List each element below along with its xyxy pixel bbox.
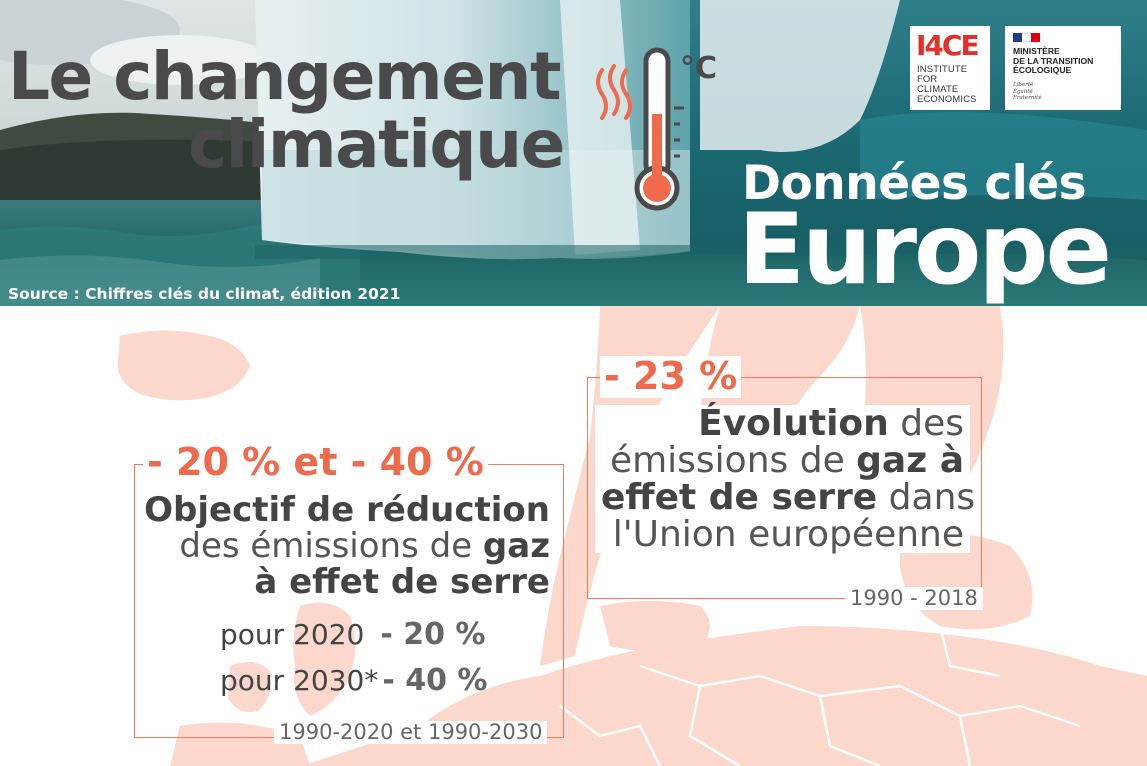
row-2020-label: pour 2020 [220, 618, 365, 651]
objectif-line-2: des émissions de [179, 526, 483, 566]
evolution-text-2: émissions de [609, 440, 857, 481]
ministry-logo: MINISTÈRE DE LA TRANSITION ÉCOLOGIQUE Li… [1005, 26, 1121, 110]
evolution-period: 1990 - 2018 [845, 586, 983, 611]
i4ce-line-1: INSTITUTE FOR [917, 63, 968, 84]
header-banner: Le changement climatique °C I4CE INSTITU… [0, 0, 1147, 306]
evolution-text-3: dans [877, 477, 976, 518]
i4ce-logo: I4CE INSTITUTE FOR CLIMATE ECONOMICS [910, 26, 990, 110]
row-2030-value: - 40 % [382, 663, 488, 698]
evolution-text-4: l'Union européenne [612, 514, 964, 555]
motto-line-2: Égalité [1013, 88, 1033, 95]
evolution-frame [587, 377, 982, 599]
motto-line-3: Fraternité [1013, 95, 1042, 101]
ministry-line-3: ÉCOLOGIQUE [1013, 65, 1072, 75]
objectif-description: Objectif de réduction des émissions de g… [140, 492, 550, 600]
ministry-line-2: DE LA TRANSITION [1013, 55, 1094, 66]
objectif-period: 1990-2020 et 1990-2030 [274, 720, 548, 745]
title-line-1: Le changement [8, 38, 562, 115]
evolution-description: Évolution des émissions de gaz à effet d… [595, 403, 975, 555]
source-text: Source : Chiffres clés du climat, éditio… [8, 285, 401, 303]
celsius-unit: °C [680, 51, 717, 86]
thermometer-icon: °C [596, 47, 717, 211]
row-2020-value: - 20 % [380, 617, 486, 652]
evolution-bold-2: gaz à [856, 440, 964, 481]
ministry-line-1: MINISTÈRE [1013, 46, 1060, 56]
objectif-value: - 20 % et - 40 % [143, 441, 488, 484]
evolution-text-1: des [888, 403, 964, 444]
evolution-bold-1: Évolution [698, 403, 889, 444]
motto-line-1: Liberté [1013, 82, 1034, 88]
page-title: Le changement climatique [8, 38, 565, 183]
evolution-value: - 23 % [600, 355, 742, 398]
objectif-line-3: à effet de serre [254, 562, 550, 602]
row-2030-label: pour 2030* [220, 664, 379, 697]
objectif-line-1: Objectif de réduction [144, 490, 550, 530]
region-title: Europe [738, 193, 1112, 306]
i4ce-line-2: CLIMATE [917, 83, 959, 94]
objectif-row-2020: pour 2020 - 20 % [220, 617, 485, 652]
evolution-bold-3: effet de serre [601, 477, 878, 518]
subtitle: Données clés [742, 156, 1087, 211]
i4ce-mark: I4CE [916, 29, 980, 62]
objectif-line-2-bold: gaz [482, 526, 550, 566]
objectif-row-2030: pour 2030* - 40 % [220, 663, 487, 698]
title-line-2: climatique [188, 106, 565, 183]
i4ce-line-3: ECONOMICS [917, 93, 977, 104]
french-flag-icon [1013, 33, 1040, 42]
